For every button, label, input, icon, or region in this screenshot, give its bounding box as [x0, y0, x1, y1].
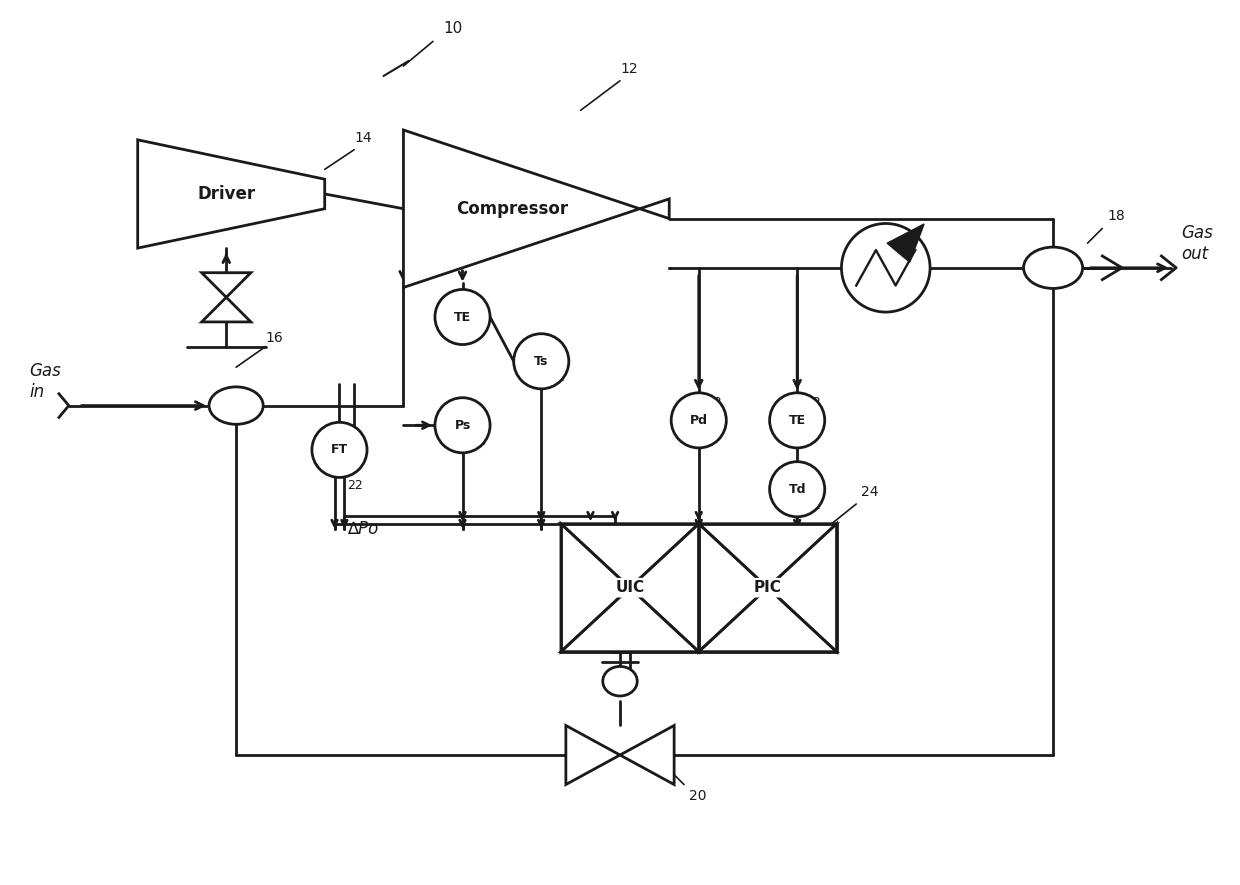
- Text: 12: 12: [620, 62, 637, 76]
- Ellipse shape: [603, 666, 637, 696]
- Text: 22: 22: [347, 480, 363, 492]
- Polygon shape: [620, 726, 675, 784]
- Circle shape: [435, 289, 490, 344]
- Text: 22: 22: [805, 396, 821, 409]
- Circle shape: [770, 393, 825, 448]
- Text: 22: 22: [805, 499, 821, 512]
- Bar: [699, 524, 837, 651]
- Text: 18: 18: [1107, 210, 1125, 224]
- Circle shape: [671, 393, 727, 448]
- Polygon shape: [403, 130, 670, 288]
- Circle shape: [770, 462, 825, 517]
- Text: 20: 20: [689, 789, 707, 804]
- Text: 14: 14: [355, 131, 372, 145]
- Text: Ts: Ts: [534, 355, 548, 368]
- Text: 22: 22: [470, 322, 486, 335]
- Text: 10: 10: [443, 21, 463, 36]
- Text: UIC: UIC: [615, 581, 645, 596]
- Text: Gas
out: Gas out: [1180, 224, 1213, 263]
- Circle shape: [312, 422, 367, 477]
- Polygon shape: [887, 224, 924, 262]
- Polygon shape: [202, 297, 250, 322]
- Circle shape: [842, 224, 930, 312]
- Ellipse shape: [1023, 247, 1083, 289]
- Text: Ps: Ps: [454, 419, 471, 432]
- Text: 22: 22: [470, 435, 486, 448]
- Text: PIC: PIC: [754, 581, 781, 596]
- Circle shape: [513, 334, 569, 389]
- Text: 24: 24: [861, 485, 879, 499]
- Text: 22: 22: [549, 371, 565, 384]
- Text: Gas
in: Gas in: [30, 362, 61, 401]
- Text: TE: TE: [454, 311, 471, 324]
- Polygon shape: [202, 273, 250, 297]
- Text: ∆Po: ∆Po: [347, 519, 378, 537]
- Bar: [560, 524, 699, 651]
- Text: 16: 16: [265, 331, 284, 344]
- Text: TE: TE: [789, 414, 806, 427]
- Text: FT: FT: [331, 443, 348, 457]
- Text: Driver: Driver: [197, 185, 255, 203]
- Text: 22: 22: [707, 396, 723, 409]
- Circle shape: [435, 397, 490, 453]
- Polygon shape: [565, 726, 620, 784]
- Polygon shape: [138, 140, 325, 248]
- Ellipse shape: [210, 387, 263, 424]
- Text: Compressor: Compressor: [455, 200, 568, 218]
- Text: Td: Td: [789, 482, 806, 496]
- Text: Pd: Pd: [689, 414, 708, 427]
